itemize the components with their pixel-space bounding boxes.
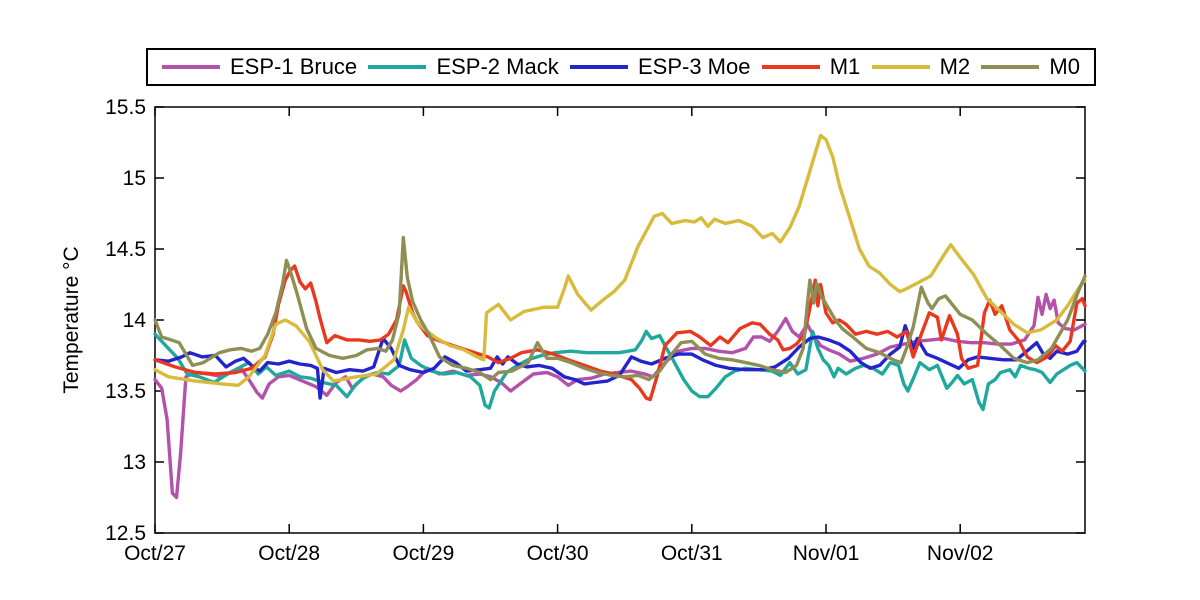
x-tick-label: Oct/29 — [392, 542, 454, 565]
legend-item-esp-3-moe: ESP-3 Moe — [569, 54, 751, 79]
y-tick-label: 14 — [123, 309, 147, 332]
legend-swatch — [871, 65, 930, 69]
plot-box — [154, 106, 1086, 534]
series-line-esp-2-mack — [153, 329, 1087, 412]
legend-label: M1 — [829, 54, 861, 79]
axes-layer: Oct/27 Oct/28 Oct/29 Oct/30 Oct/31 Nov/01 Nov/… — [105, 96, 1086, 565]
y-tick-label: 12.5 — [105, 522, 146, 545]
x-tick-label: Nov/01 — [793, 542, 860, 565]
y-tick-label: 13 — [123, 451, 146, 474]
y-tick-label: 15 — [123, 167, 146, 190]
legend-item-m1: M1 — [761, 54, 861, 79]
legend-label: ESP-3 Moe — [637, 54, 751, 79]
legend-swatch — [368, 65, 427, 69]
legend-label: M0 — [1049, 54, 1080, 79]
x-tick-label: Oct/30 — [527, 542, 589, 565]
series-line-m2 — [153, 133, 1087, 387]
legend-swatch — [162, 65, 220, 69]
x-tick-label: Oct/28 — [258, 542, 320, 565]
series-layer — [153, 133, 1087, 500]
legend-item-esp-1-bruce: ESP-1 Bruce — [162, 56, 357, 78]
legend-label: M2 — [939, 54, 971, 79]
y-axis-label: Temperature °C — [60, 246, 83, 393]
legend-swatch — [761, 65, 820, 69]
legend-item-m2: M2 — [871, 54, 971, 79]
legend-swatch — [981, 65, 1040, 69]
legend-swatch — [569, 65, 628, 69]
y-tick-label: 15.5 — [105, 96, 146, 119]
legend-label: ESP-1 Bruce — [230, 54, 358, 79]
series-line-m1 — [153, 264, 1087, 402]
legend-item-esp-2-mack: ESP-2 Mack — [368, 54, 559, 79]
x-tick-label: Nov/02 — [927, 542, 994, 565]
series-line-m0 — [153, 235, 1087, 382]
y-tick-label: 14.5 — [105, 238, 146, 261]
y-tick-label: 13.5 — [105, 380, 146, 403]
legend-item-m0: M0 — [981, 56, 1080, 78]
x-tick-label: Oct/27 — [124, 542, 186, 565]
legend-label: ESP-2 Mack — [436, 54, 559, 79]
x-tick-label: Oct/31 — [661, 542, 723, 565]
legend: ESP-1 Bruce ESP-2 Mack ESP-3 Moe M1 M2 M0 — [146, 48, 1096, 86]
